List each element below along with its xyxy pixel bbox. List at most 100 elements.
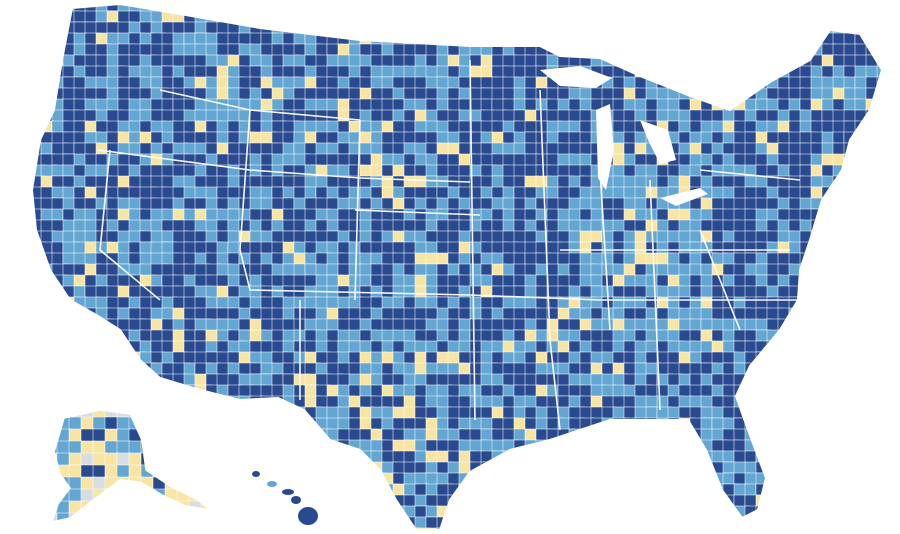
- county-cell: [579, 472, 592, 486]
- county-cell: [810, 395, 824, 408]
- county-cell: [888, 176, 900, 188]
- county-cell: [282, 417, 299, 431]
- county-cell: [568, 527, 584, 530]
- county-cell: [403, 131, 417, 144]
- county-cell: [188, 428, 204, 444]
- county-cell: [888, 143, 900, 154]
- county-cell: [238, 439, 253, 454]
- county-cell: [205, 527, 222, 530]
- county-cell: [315, 219, 329, 233]
- county-cell: [293, 4, 312, 14]
- county-cell: [216, 483, 232, 499]
- county-cell: [865, 230, 880, 246]
- county-cell: [106, 395, 121, 411]
- county-cell: [744, 406, 760, 423]
- county-cell: [161, 263, 175, 277]
- county-cell: [821, 384, 840, 398]
- county-cell: [634, 450, 647, 464]
- county-cell: [590, 472, 605, 488]
- county-cell: [722, 54, 741, 70]
- county-cell: [888, 44, 900, 59]
- county-cell: [788, 21, 804, 36]
- county-cell: [183, 329, 196, 342]
- county-cell: [876, 65, 882, 79]
- county-cell: [40, 285, 56, 301]
- county-cell: [645, 439, 659, 456]
- county-cell: [799, 21, 815, 37]
- county-cell: [678, 527, 696, 530]
- county-cell: [392, 4, 410, 15]
- county-cell: [733, 32, 746, 45]
- county-cell: [700, 461, 713, 475]
- county-cell: [117, 494, 133, 508]
- county-cell: [634, 472, 652, 488]
- county-cell: [865, 307, 882, 321]
- county-cell: [612, 21, 630, 38]
- county-cell: [755, 43, 769, 58]
- county-cell: [700, 21, 714, 38]
- county-cell: [205, 296, 218, 310]
- county-cell: [194, 208, 207, 222]
- county-cell: [40, 472, 55, 486]
- county-cell: [150, 494, 168, 510]
- county-cell: [535, 4, 549, 16]
- county-cell: [480, 4, 498, 13]
- county-cell: [172, 527, 188, 530]
- county-cell: [32, 505, 44, 522]
- county-cell: [579, 428, 592, 442]
- county-cell: [200, 428, 210, 444]
- county-cell: [172, 472, 186, 488]
- county-cell: [700, 65, 715, 80]
- county-cell: [172, 417, 188, 430]
- county-cell: [832, 483, 846, 497]
- county-cell: [392, 516, 407, 530]
- county-cell: [799, 527, 817, 530]
- county-cell: [656, 483, 672, 500]
- county-cell: [788, 4, 805, 15]
- county-cell: [821, 131, 835, 145]
- county-cell: [502, 527, 518, 530]
- county-cell: [821, 318, 839, 332]
- county-cell: [200, 440, 210, 456]
- county-cell: [216, 428, 230, 444]
- county-cell: [95, 516, 110, 530]
- county-cell: [810, 21, 824, 34]
- county-cell: [612, 450, 628, 466]
- county-cell: [876, 362, 882, 378]
- county-cell: [832, 164, 848, 178]
- county-cell: [777, 439, 794, 454]
- county-cell: [788, 373, 802, 388]
- county-cell: [788, 450, 802, 467]
- county-cell: [62, 351, 81, 364]
- county-cell: [645, 21, 660, 36]
- county-cell: [249, 362, 262, 375]
- county-cell: [51, 329, 66, 343]
- county-cell: [491, 527, 504, 530]
- county-cell: [348, 461, 362, 477]
- county-cell: [876, 230, 882, 245]
- county-cell: [150, 450, 168, 467]
- county-cell: [777, 120, 791, 134]
- county-cell: [788, 483, 804, 497]
- county-cell: [40, 32, 57, 48]
- county-cell: [810, 505, 823, 518]
- county-cell: [348, 10, 367, 26]
- county-cell: [161, 417, 179, 431]
- county-cell: [194, 340, 208, 354]
- county-cell: [152, 440, 168, 456]
- county-cell: [194, 4, 210, 14]
- county-cell: [271, 428, 290, 443]
- county-cell: [370, 10, 388, 25]
- county-cell: [799, 516, 815, 530]
- county-cell: [634, 10, 651, 27]
- county-cell: [645, 461, 659, 476]
- county-cell: [854, 153, 869, 166]
- county-cell: [216, 417, 231, 434]
- county-cell: [469, 21, 487, 37]
- county-cell: [106, 340, 123, 354]
- county-cell: [227, 4, 243, 13]
- county-cell: [865, 318, 879, 333]
- county-cell: [176, 410, 192, 420]
- county-cell: [888, 242, 900, 255]
- county-cell: [601, 505, 619, 521]
